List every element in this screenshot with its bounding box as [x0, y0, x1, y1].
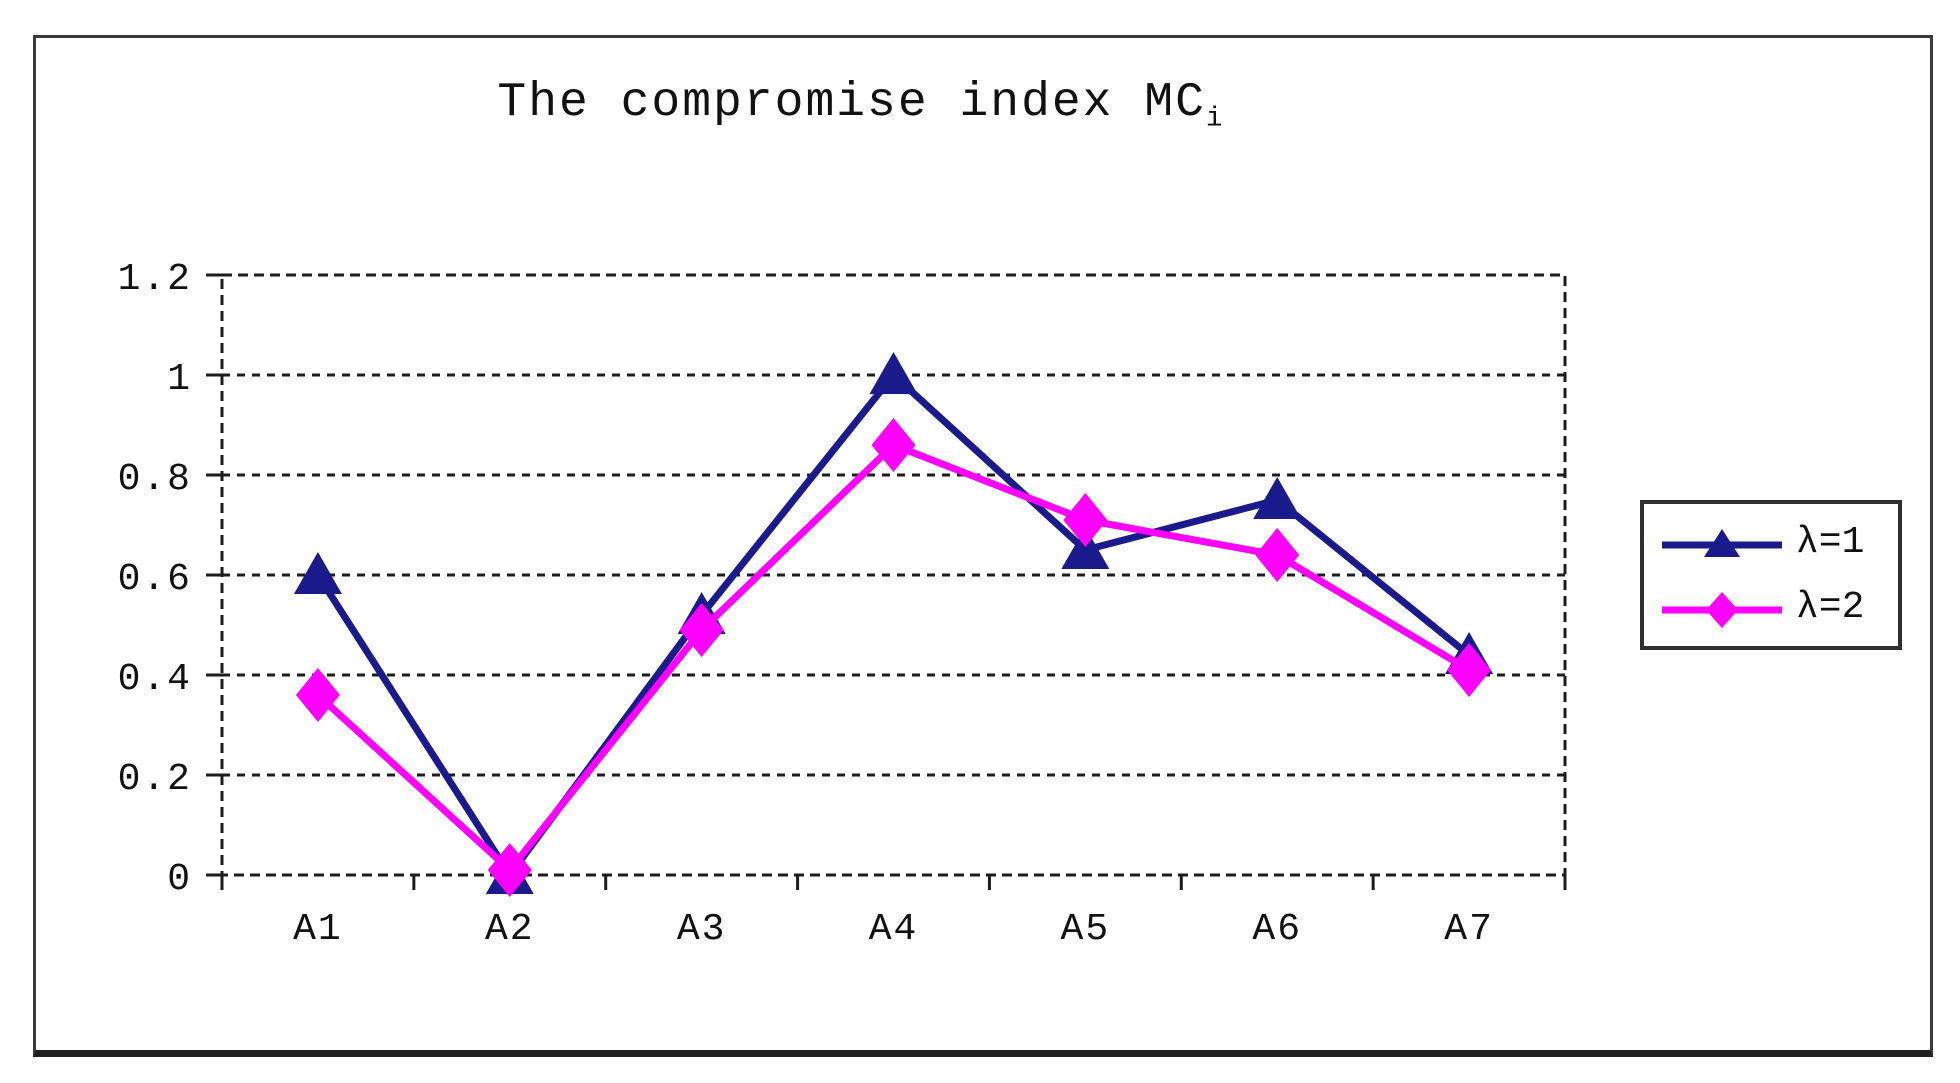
y-tick-label: 0	[167, 858, 192, 901]
legend-label-lambda2: λ=2	[1796, 586, 1865, 629]
legend-label-lambda1: λ=1	[1796, 521, 1865, 564]
legend: λ=1 λ=2	[1640, 500, 1902, 650]
chart-title: The compromise index MCi	[100, 76, 1620, 135]
plot-border	[220, 273, 1567, 877]
series-line-1	[315, 441, 1471, 874]
x-tick-label: A4	[869, 908, 919, 951]
line-triangle-marker-icon	[1662, 528, 1782, 557]
y-tick-label: 0.4	[118, 658, 192, 701]
diamond-marker	[295, 668, 340, 722]
triangle-marker	[1253, 477, 1302, 519]
diamond-marker	[871, 418, 916, 472]
diamond-marker	[1063, 493, 1108, 547]
y-tick-label: 0.2	[118, 758, 192, 801]
x-tick-label: A3	[677, 908, 727, 951]
diamond-marker	[1255, 528, 1300, 582]
diamond-marker	[679, 603, 724, 657]
line-diamond-marker-icon	[1662, 591, 1782, 628]
triangle-marker	[293, 552, 342, 594]
y-tick-label: 0.8	[118, 458, 192, 501]
x-tick-label: A6	[1252, 908, 1302, 951]
diamond-marker	[487, 843, 532, 897]
chart-title-main: The compromise index MC	[497, 76, 1206, 130]
x-tick-label: A1	[293, 908, 343, 951]
y-tick-label: 1	[167, 358, 192, 401]
x-tick-label: A7	[1444, 908, 1494, 951]
diamond-marker	[1447, 643, 1492, 697]
legend-item-lambda2: λ=2	[1644, 586, 1898, 630]
legend-item-lambda1: λ=1	[1644, 521, 1898, 565]
figure-frame	[33, 35, 1933, 1057]
chart-title-subscript: i	[1205, 103, 1223, 135]
triangle-marker	[1061, 527, 1110, 569]
y-tick-label: 0.6	[118, 558, 192, 601]
x-tick-label: A2	[485, 908, 535, 951]
y-tick-label: 1.2	[118, 258, 192, 301]
triangle-marker	[869, 352, 918, 394]
x-tick-label: A5	[1061, 908, 1111, 951]
